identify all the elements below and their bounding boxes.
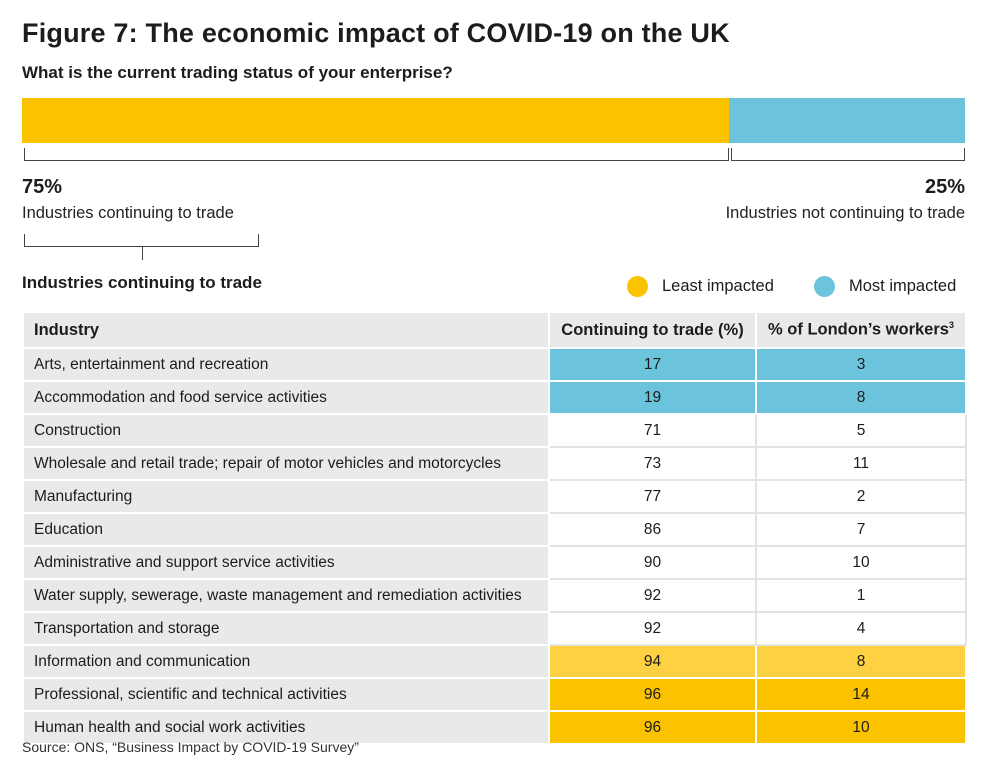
- continuing-cell: 19: [548, 380, 757, 415]
- table-row: Manufacturing 77 2: [22, 479, 967, 514]
- industry-cell: Administrative and support service activ…: [22, 545, 550, 580]
- industry-cell: Construction: [22, 413, 550, 448]
- table-row: Arts, entertainment and recreation 17 3: [22, 347, 967, 382]
- continuing-cell: 90: [548, 545, 757, 580]
- continuing-cell: 92: [548, 578, 757, 613]
- table-row: Wholesale and retail trade; repair of mo…: [22, 446, 967, 481]
- header-workers-label: % of London’s workers: [768, 320, 949, 339]
- header-continuing: Continuing to trade (%): [548, 311, 757, 349]
- workers-cell: 2: [755, 479, 967, 514]
- workers-cell: 11: [755, 446, 967, 481]
- table-row: Accommodation and food service activitie…: [22, 380, 967, 415]
- industry-cell: Information and communication: [22, 644, 550, 679]
- table-row: Human health and social work activities 9…: [22, 710, 967, 745]
- industry-cell: Professional, scientific and technical a…: [22, 677, 550, 712]
- figure-subtitle: What is the current trading status of yo…: [22, 63, 453, 82]
- continuing-percent: 75%: [22, 176, 63, 198]
- header-footnote: 3: [948, 320, 954, 331]
- figure-title: Figure 7: The economic impact of COVID-1…: [22, 18, 730, 48]
- industry-cell: Wholesale and retail trade; repair of mo…: [22, 446, 550, 481]
- industry-cell: Human health and social work activities: [22, 710, 550, 745]
- workers-cell: 10: [755, 545, 967, 580]
- workers-cell: 7: [755, 512, 967, 547]
- workers-cell: 4: [755, 611, 967, 646]
- least-impacted-swatch: [627, 276, 648, 297]
- industry-cell: Water supply, sewerage, waste management…: [22, 578, 550, 613]
- header-workers: % of London’s workers3: [755, 311, 967, 349]
- table-header-row: Industry Continuing to trade (%) % of Lo…: [22, 311, 967, 349]
- table-row: Water supply, sewerage, waste management…: [22, 578, 967, 613]
- workers-cell: 8: [755, 644, 967, 679]
- source-note: Source: ONS, “Business Impact by COVID-1…: [22, 739, 359, 755]
- not-continuing-percent: 25%: [924, 176, 965, 198]
- section-bracket: [24, 234, 259, 260]
- continuing-cell: 71: [548, 413, 757, 448]
- not-continuing-label: Industries not continuing to trade: [725, 204, 965, 222]
- trading-status-bar: [22, 98, 965, 143]
- workers-cell: 14: [755, 677, 967, 712]
- continuing-cell: 86: [548, 512, 757, 547]
- workers-cell: 10: [755, 710, 967, 745]
- continuing-cell: 77: [548, 479, 757, 514]
- industry-cell: Manufacturing: [22, 479, 550, 514]
- industry-cell: Education: [22, 512, 550, 547]
- table-row: Transportation and storage 92 4: [22, 611, 967, 646]
- not-continuing-bracket: [731, 148, 965, 161]
- table-row: Information and communication 94 8: [22, 644, 967, 679]
- legend-least-label: Least impacted: [662, 277, 774, 295]
- continuing-cell: 73: [548, 446, 757, 481]
- not-continuing-segment: [729, 98, 965, 143]
- continuing-cell: 96: [548, 677, 757, 712]
- section-title: Industries continuing to trade: [22, 273, 262, 292]
- continuing-label: Industries continuing to trade: [22, 204, 234, 222]
- workers-cell: 5: [755, 413, 967, 448]
- table-row: Education 86 7: [22, 512, 967, 547]
- continuing-bracket: [24, 148, 729, 161]
- industry-cell: Accommodation and food service activitie…: [22, 380, 550, 415]
- table-row: Administrative and support service activ…: [22, 545, 967, 580]
- continuing-cell: 17: [548, 347, 757, 382]
- industry-cell: Transportation and storage: [22, 611, 550, 646]
- table-row: Professional, scientific and technical a…: [22, 677, 967, 712]
- header-industry: Industry: [22, 311, 550, 349]
- workers-cell: 1: [755, 578, 967, 613]
- workers-cell: 8: [755, 380, 967, 415]
- continuing-segment: [22, 98, 730, 143]
- continuing-cell: 96: [548, 710, 757, 745]
- continuing-cell: 92: [548, 611, 757, 646]
- table-row: Construction 71 5: [22, 413, 967, 448]
- legend-most: Most impacted: [814, 276, 956, 297]
- most-impacted-swatch: [814, 276, 835, 297]
- industry-cell: Arts, entertainment and recreation: [22, 347, 550, 382]
- continuing-cell: 94: [548, 644, 757, 679]
- legend-most-label: Most impacted: [849, 277, 957, 295]
- industry-table: Industry Continuing to trade (%) % of Lo…: [22, 311, 967, 745]
- workers-cell: 3: [755, 347, 967, 382]
- legend-least: Least impacted: [627, 276, 774, 297]
